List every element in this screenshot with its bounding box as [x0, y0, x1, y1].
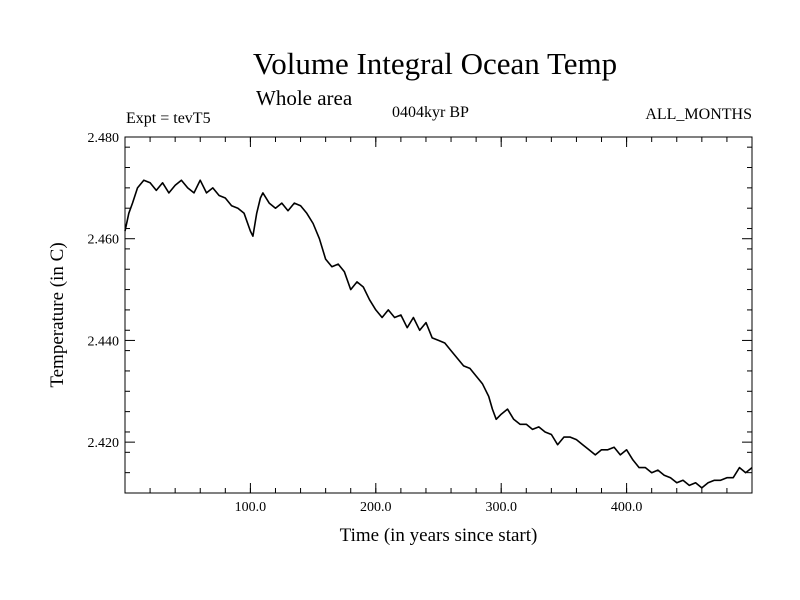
x-axis-label: Time (in years since start) — [339, 525, 538, 546]
experiment-annotation: Expt = tevT5 — [126, 110, 211, 127]
chart-title: Volume Integral Ocean Temp — [252, 46, 618, 81]
x-tick-label: 100.0 — [235, 500, 267, 515]
chart-subtitle: Whole area — [256, 86, 353, 110]
y-tick-label: 2.460 — [88, 233, 120, 248]
y-tick-label: 2.420 — [88, 436, 120, 451]
months-annotation: ALL_MONTHS — [645, 106, 752, 123]
series-line — [124, 179, 753, 489]
y-tick-label: 2.440 — [88, 334, 120, 349]
plot-frame — [124, 136, 753, 494]
x-tick-label: 300.0 — [485, 500, 517, 515]
x-tick-label: 200.0 — [360, 500, 392, 515]
y-tick-label: 2.480 — [88, 131, 120, 146]
x-tick-label: 400.0 — [611, 500, 643, 515]
period-annotation: 0404kyr BP — [392, 104, 469, 121]
